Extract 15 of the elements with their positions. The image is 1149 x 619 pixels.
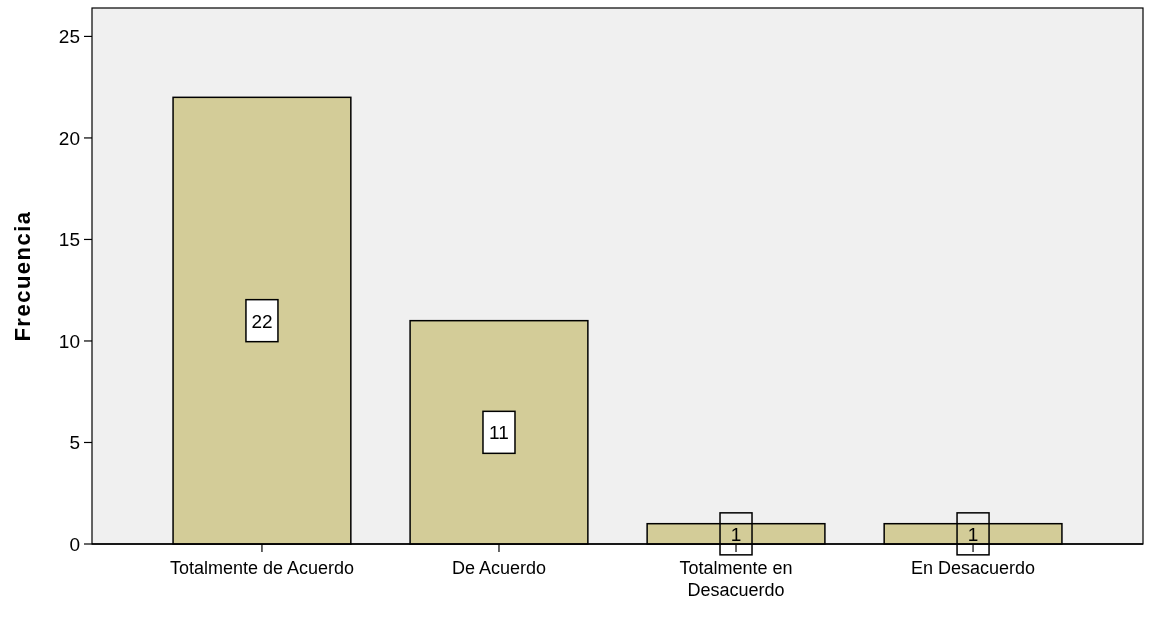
- data-label: 1: [967, 523, 979, 545]
- x-tick-label: Totalmente de Acuerdo: [169, 558, 355, 578]
- y-tick-label: 0: [69, 534, 80, 555]
- x-tick-label: De Acuerdo: [451, 558, 547, 578]
- y-axis-title: Frecuencia: [10, 210, 35, 342]
- y-tick-label: 5: [69, 432, 80, 454]
- x-tick-label: En Desacuerdo: [911, 558, 1036, 578]
- y-tick-label: 10: [58, 330, 80, 352]
- y-tick-label: 15: [58, 229, 80, 251]
- data-label: 11: [489, 422, 509, 444]
- y-tick-label: 25: [58, 26, 80, 48]
- data-label: 1: [730, 523, 742, 545]
- x-tick-label: Totalmente en Desacuerdo: [679, 558, 793, 600]
- y-tick-label: 20: [58, 127, 80, 149]
- data-label: 22: [251, 310, 273, 332]
